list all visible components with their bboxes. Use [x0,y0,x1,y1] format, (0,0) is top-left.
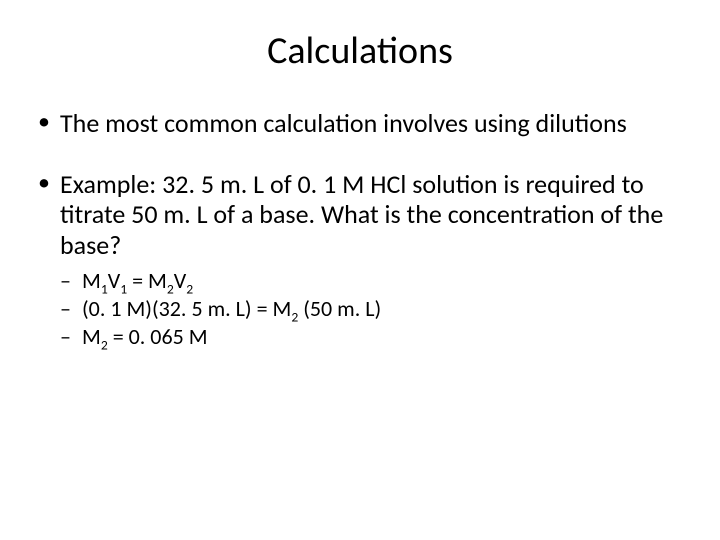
slide: Calculations The most common calculation… [0,0,720,540]
bullet-text: The most common calculation involves usi… [60,107,627,139]
sub-list-item: M1V1 = M2V2 [60,267,684,295]
bullet-text: Example: 32. 5 m. L of 0. 1 M HCl soluti… [60,168,663,261]
formula-text: M1V1 = M2V2 [82,267,193,294]
list-item: The most common calculation involves usi… [36,108,684,139]
sub-list-item: M2 = 0. 065 M [60,323,684,351]
bullet-list: The most common calculation involves usi… [36,108,684,351]
slide-title: Calculations [36,28,684,74]
sub-list-item: (0. 1 M)(32. 5 m. L) = M2 (50 m. L) [60,295,684,323]
sub-list: M1V1 = M2V2 (0. 1 M)(32. 5 m. L) = M2 (5… [60,267,684,351]
list-item: Example: 32. 5 m. L of 0. 1 M HCl soluti… [36,169,684,351]
formula-text: M2 = 0. 065 M [82,323,208,350]
formula-text: (0. 1 M)(32. 5 m. L) = M2 (50 m. L) [82,295,381,322]
